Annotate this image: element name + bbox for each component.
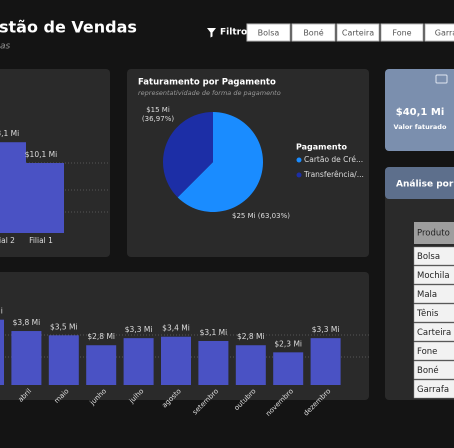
panel-header (385, 167, 454, 199)
table-cell: Bolsa (417, 252, 440, 262)
filter-option: Boné (303, 28, 323, 38)
legend-marker (296, 157, 302, 163)
bar (235, 345, 266, 385)
table-row (413, 322, 454, 342)
data-label: $25 Mi (63,03%) (232, 212, 290, 220)
x-tick-label: Filial 1 (29, 236, 53, 245)
kpi-value: $40,1 Mi (396, 107, 445, 118)
table-header-cell (414, 222, 454, 244)
table-cell: Mochila (417, 271, 450, 281)
filter-option: Fone (392, 29, 411, 38)
legend-label: Transferência/... (303, 170, 364, 179)
data-label: $3,3 Mi (125, 325, 153, 334)
bar (198, 340, 229, 385)
bar (123, 338, 154, 385)
table-cell: Carteira (417, 328, 451, 338)
filter-button[interactable] (380, 23, 424, 42)
table-title: Análise por I (396, 180, 454, 190)
data-label: $3,4 Mi (162, 324, 190, 333)
data-label: $3,5 Mi (50, 322, 78, 331)
pie-slice (177, 112, 264, 213)
table-cell: Tênis (416, 308, 439, 319)
table-header: Produto (417, 229, 450, 239)
filter-button[interactable] (336, 23, 380, 42)
bar (273, 352, 304, 385)
legend-title: Pagamento (296, 143, 347, 152)
data-label: $2,3 Mi (274, 339, 302, 348)
data-label: $3,1 Mi (200, 328, 228, 337)
filter-button[interactable] (291, 23, 336, 42)
data-label: $3,8 Mi (13, 318, 41, 327)
legend-marker (296, 172, 302, 178)
data-label: $13,1 Mi (0, 129, 19, 138)
filter-option: Carteira (342, 29, 374, 38)
bar (86, 345, 117, 385)
table-row (413, 379, 454, 399)
kpi-icon (435, 74, 448, 84)
table-cell: Mala (417, 290, 437, 300)
legend-label: Cartão de Cré... (304, 155, 363, 164)
bar (18, 163, 64, 233)
filter-option: Bolsa (258, 29, 280, 38)
table-row (413, 303, 454, 323)
data-label: $15 Mi (36,97%) (141, 106, 175, 123)
table-cell: Boné (417, 365, 439, 376)
bar (48, 335, 79, 385)
kpi-label: Valor faturado (394, 123, 447, 131)
table-row (413, 265, 454, 285)
data-label: $3,3 Mi (312, 325, 340, 334)
bar (0, 319, 4, 385)
table-row (413, 341, 454, 361)
table-cell: Garrafa (417, 385, 449, 395)
filter-button[interactable] (424, 23, 454, 42)
filter-label: Filtro (220, 28, 247, 38)
table-row (413, 246, 454, 266)
data-label: $10,1 Mi (25, 150, 57, 159)
table-row (413, 284, 454, 304)
data-label: $2,8 Mi (237, 332, 265, 341)
kpi-card (385, 69, 454, 151)
filter-button[interactable] (246, 23, 291, 42)
bar (11, 331, 42, 385)
filter-icon (207, 28, 216, 38)
x-tick-label: Filial 2 (0, 236, 15, 245)
pie-slice (163, 112, 213, 198)
page-title: stão de Vendas (0, 18, 137, 37)
bar (161, 336, 191, 385)
filter-group: Bolsa Boné Carteira Fone Garra (246, 23, 454, 42)
page-subtitle: as (0, 42, 11, 52)
chart-title: Faturamento por Pagamento (138, 78, 276, 88)
table-row (413, 360, 454, 380)
data-label: $2,8 Mi (87, 332, 115, 341)
filter-option: Garra (435, 29, 454, 38)
data-label: $4,6 Mi (0, 307, 3, 316)
chart-subtitle: representatividade de forma de pagamento (138, 89, 281, 97)
table: Bolsa Mochila Mala Tênis Carteira Fone Boné Gar… (413, 246, 454, 399)
table-cell: Fone (417, 347, 437, 357)
bar (310, 338, 341, 385)
